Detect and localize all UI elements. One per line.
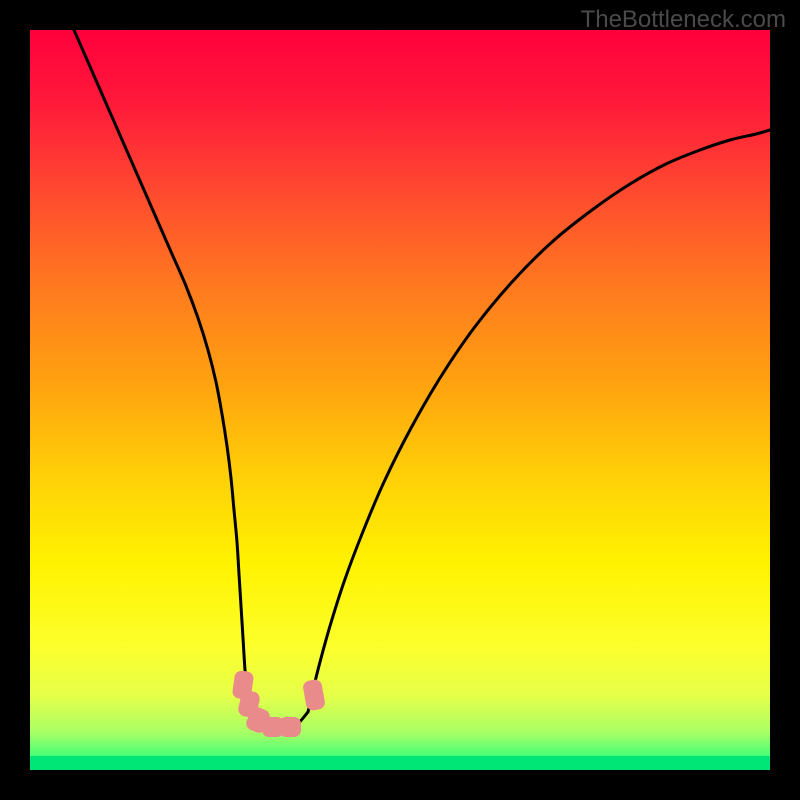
bottleneck-chart [30,30,770,770]
canvas-frame: TheBottleneck.com [0,0,800,800]
valley-marker [279,717,301,737]
watermark-text: TheBottleneck.com [581,6,786,34]
bottom-band [30,756,770,770]
gradient-background [30,30,770,770]
